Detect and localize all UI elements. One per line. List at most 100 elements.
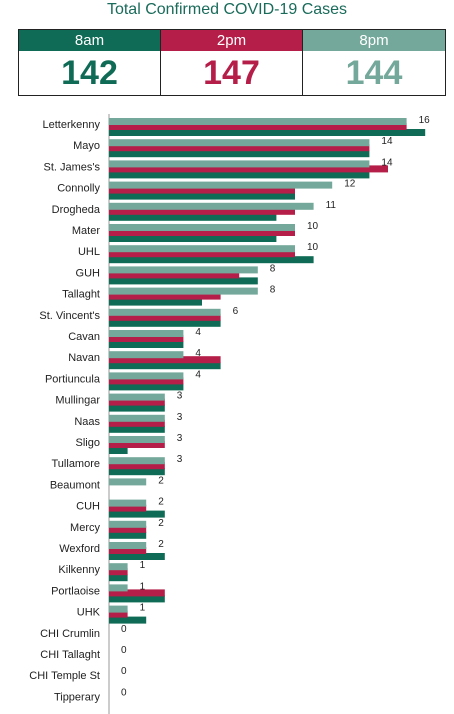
bar-8am-naas	[109, 425, 165, 433]
bar-8pm-guh	[109, 266, 258, 274]
bar-8pm-mullingar	[109, 393, 165, 401]
category-label-kilkenny: Kilkenny	[58, 564, 100, 576]
data-label-uhk: 1	[140, 603, 146, 614]
bar-8pm-uhk	[109, 605, 128, 613]
bar-8am-connolly	[109, 192, 295, 200]
bar-8am-sligo	[109, 447, 128, 454]
bar-8am-kilkenny	[109, 574, 128, 582]
category-label-uhl: UHL	[78, 246, 100, 258]
category-label-mater: Mater	[72, 225, 100, 237]
bar-8am-cuh	[109, 510, 165, 518]
data-label-beaumont: 2	[158, 475, 164, 486]
category-label-tallaght: Tallaght	[62, 289, 100, 301]
chart-title: Total Confirmed COVID-19 Cases	[106, 1, 348, 18]
category-label-portiuncula: Portiuncula	[45, 373, 101, 385]
category-label-naas: Naas	[74, 416, 100, 428]
bar-8am-uhk	[109, 616, 147, 624]
category-label-sligo: Sligo	[76, 437, 100, 449]
bar-8am-st-james-s	[109, 171, 370, 179]
bar-2pm-connolly	[109, 186, 295, 194]
bar-8pm-st-vincent-s	[109, 308, 221, 316]
category-label-chi-tallaght: CHI Tallaght	[40, 649, 100, 661]
category-label-chi-temple-st: CHI Temple St	[29, 670, 100, 682]
bar-8pm-mayo	[109, 139, 370, 147]
bar-8am-mayo	[109, 150, 370, 158]
bar-8am-portlaoise	[109, 595, 165, 603]
bar-2pm-mullingar	[109, 398, 165, 406]
category-label-connolly: Connolly	[57, 183, 100, 195]
bar-8am-portiuncula	[109, 383, 184, 391]
category-label-mullingar: Mullingar	[55, 395, 100, 407]
bar-8pm-kilkenny	[109, 563, 128, 571]
bar-2pm-drogheda	[109, 207, 295, 215]
bar-8am-st-vincent-s	[109, 319, 221, 327]
data-label-mayo: 14	[381, 136, 393, 147]
data-label-connolly: 12	[344, 179, 356, 190]
bar-8am-guh	[109, 277, 258, 285]
data-label-sligo: 3	[177, 433, 183, 444]
bar-2pm-naas	[109, 419, 165, 427]
bar-8pm-letterkenny	[109, 118, 407, 125]
bar-2pm-letterkenny	[109, 123, 407, 130]
total-8pm-card: 8pm 144	[302, 29, 446, 96]
bar-2pm-st-vincent-s	[109, 313, 221, 321]
bar-8pm-connolly	[109, 181, 333, 189]
bar-8am-tallaght	[109, 298, 202, 306]
data-label-st-james-s: 14	[381, 157, 393, 168]
bar-2pm-mercy	[109, 525, 147, 533]
data-label-letterkenny: 16	[419, 115, 431, 126]
category-label-st-james-s: St. James's	[43, 161, 100, 173]
data-label-chi-crumlin: 0	[121, 624, 127, 635]
data-label-uhl: 10	[307, 242, 319, 253]
bar-2pm-guh	[109, 271, 240, 279]
bar-8pm-beaumont	[109, 478, 147, 486]
bar-8pm-tallaght	[109, 287, 258, 295]
category-label-st-vincent-s: St. Vincent's	[39, 310, 100, 322]
data-label-mullingar: 3	[177, 391, 183, 402]
bar-2pm-navan	[109, 356, 221, 364]
category-label-wexford: Wexford	[59, 543, 100, 555]
category-label-mayo: Mayo	[73, 140, 100, 152]
category-label-navan: Navan	[68, 352, 100, 364]
bar-2pm-tallaght	[109, 292, 221, 300]
total-8pm-value: 144	[345, 54, 403, 92]
bar-2pm-sligo	[109, 441, 165, 448]
data-label-mater: 10	[307, 221, 319, 232]
category-label-uhk: UHK	[77, 607, 101, 619]
bar-2pm-cavan	[109, 335, 184, 342]
total-8am-value: 142	[61, 54, 118, 92]
bar-8am-letterkenny	[109, 129, 426, 136]
data-label-kilkenny: 1	[140, 560, 146, 571]
data-label-tullamore: 3	[177, 454, 183, 465]
data-label-portlaoise: 1	[140, 581, 146, 592]
total-2pm-card: 2pm 147	[160, 29, 303, 96]
bar-8pm-mercy	[109, 520, 147, 528]
bar-8pm-tullamore	[109, 457, 165, 465]
data-label-drogheda: 11	[326, 200, 337, 211]
total-8am-card: 8am 142	[18, 29, 161, 96]
data-label-naas: 3	[177, 412, 183, 423]
total-8am-label: 8am	[19, 30, 160, 51]
data-label-mercy: 2	[158, 518, 164, 529]
data-label-cavan: 4	[195, 327, 201, 338]
category-label-mercy: Mercy	[70, 522, 100, 534]
data-label-cuh: 2	[158, 497, 164, 508]
bar-8am-mercy	[109, 531, 147, 539]
data-label-wexford: 2	[158, 539, 164, 550]
category-label-tullamore: Tullamore	[52, 458, 101, 470]
bar-8pm-mater	[109, 224, 295, 231]
bar-8pm-portlaoise	[109, 584, 128, 592]
bar-2pm-mayo	[109, 144, 370, 152]
bar-8am-cavan	[109, 341, 184, 348]
category-label-cavan: Cavan	[68, 331, 100, 343]
category-label-portlaoise: Portlaoise	[51, 585, 100, 597]
data-label-chi-tallaght: 0	[121, 645, 127, 656]
bar-2pm-kilkenny	[109, 568, 128, 576]
bar-8pm-drogheda	[109, 202, 314, 210]
bar-8am-mater	[109, 235, 277, 242]
category-label-guh: GUH	[76, 267, 101, 279]
category-label-beaumont: Beaumont	[50, 479, 100, 491]
bar-8pm-uhl	[109, 245, 295, 253]
data-label-tallaght: 8	[270, 285, 276, 296]
